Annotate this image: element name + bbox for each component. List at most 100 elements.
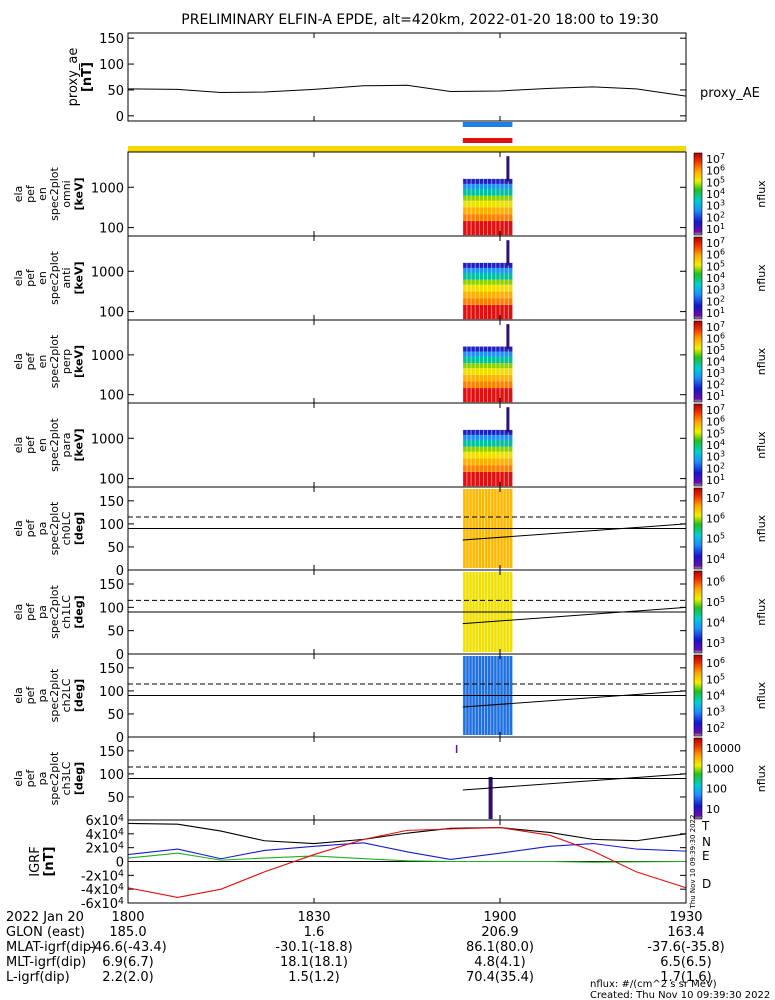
colorbar-tick-label: 101 [706,306,725,320]
igrf-legend-T: T [701,819,710,833]
ylabel-line: pa [36,522,49,536]
footer-value: 1830 [297,910,330,925]
footer-row-label: L-igrf(dip) [6,970,70,985]
colorbar [693,737,703,820]
ylabel-line: ela [12,437,25,454]
colorbar-tick-label: 102 [706,294,725,308]
ylabel-line: pa [36,689,49,703]
footer-value: 1.7(1.6) [660,970,712,985]
igrf-side-label: Thu Nov 10 09:39:30 2022 [689,815,697,910]
pa-tick-label: 0 [116,648,124,663]
colorbar-tick-label: 106 [706,415,725,429]
pa-tick-label: 50 [107,625,124,640]
proxy-ae-tick-label: 0 [116,110,124,125]
pa-tick-label: 150 [99,662,124,677]
pa-tick-label: 150 [99,745,124,760]
colorbar-tick-label: 106 [706,574,725,588]
energy-tick-label: 100 [99,389,124,404]
footer-value: 1930 [669,910,702,925]
colorbar-tick-label: 102 [706,721,725,735]
spectrogram-ylabel: ela pef en spec2plot anti [keV] [12,251,86,305]
energy-tick-label: 1000 [91,265,124,280]
footer-value: -30.1(-18.8) [275,940,352,955]
colorbar-label: nflux [755,431,768,459]
ylabel-line: spec2plot [48,334,61,388]
ylabel-line: ela [12,687,25,704]
footer-value: 70.4(35.4) [466,970,534,985]
colorbar-tick-label: 103 [706,636,725,650]
colorbar-tick-label: 103 [706,199,725,213]
ylabel-line: pef [24,519,37,538]
ylabel-line: omni [60,180,73,207]
ylabel-line: spec2plot [48,585,61,639]
colorbar-tick-label: 106 [706,331,725,345]
colorbar-tick-label: 10000 [706,742,741,755]
ylabel-line: [keV] [72,177,85,210]
spectrogram-frame [127,235,687,321]
spectrogram-ylabel: ela pef pa spec2plot ch3LC [deg] [12,751,86,805]
ylabel-line: ch2LC [60,678,73,712]
igrf-tick-label: -4x104 [81,882,124,898]
colorbar [693,320,703,403]
colorbar [693,152,703,236]
ylabel-line: pef [24,268,37,287]
ylabel-line: [deg] [72,679,85,712]
colorbar [693,236,703,320]
igrf-tick-label: 6x104 [86,813,125,829]
created-timestamp: Created: Thu Nov 10 09:39:30 2022 [590,990,770,1000]
pa-tick-label: 100 [99,518,124,533]
colorbar-label: nflux [755,347,768,375]
colorbar-label: nflux [755,764,768,792]
colorbar-label: nflux [755,514,768,542]
igrf-legend-N: N [702,835,711,849]
colorbar-tick-label: 101 [706,473,725,487]
loss-cone-line [462,523,687,541]
ylabel-line: spec2plot [48,167,61,221]
colorbar-tick-label: 106 [706,511,725,525]
footer-row-label: MLAT-igrf(dip) [6,940,96,955]
ylabel-line: para [60,433,73,458]
footer-value: 1.6 [304,925,325,940]
spectrogram-feature [506,240,510,266]
proxy-ae-tick-label: 100 [99,58,124,73]
ylabel-line: [deg] [72,512,85,545]
colorbar-tick-label: 102 [706,378,725,392]
ylabel-line: ela [12,770,25,787]
footer-value: 86.1(80.0) [466,940,534,955]
colorbar-tick-label: 106 [706,164,725,178]
footer-value: 2.2(2.0) [102,970,154,985]
proxy-ae-tick-label: 50 [107,84,124,99]
energy-tick-label: 1000 [91,181,124,196]
colorbar-tick-label: 102 [706,210,725,224]
energy-tick-label: 1000 [91,432,124,447]
status-bar-red [462,138,513,143]
spectrogram-feature [506,324,510,350]
energy-tick-label: 100 [99,222,124,237]
plot-title: PRELIMINARY ELFIN-A EPDE, alt=420km, 202… [181,12,658,28]
colorbar-tick-label: 103 [706,283,725,297]
colorbar-tick-label: 103 [706,366,725,380]
colorbar-tick-label: 105 [706,343,725,357]
igrf-tick-label: 0 [116,856,124,871]
loss-cone-line [462,690,687,708]
igrf-tick-label: 2x104 [86,841,125,857]
ylabel-line: pef [24,435,37,454]
igrf-line-T [127,822,687,845]
footer-value: 4.8(4.1) [474,955,526,970]
pa-tick-label: 150 [99,495,124,510]
ylabel-line: ch0LC [60,511,73,545]
ylabel-line: proxy_ae [66,48,81,107]
ylabel-line: pef [24,352,37,371]
ylabel-line: [deg] [72,595,85,628]
colorbar-tick-label: 106 [706,656,725,670]
footer-row-label: GLON (east) [6,925,85,940]
ylabel-line: ch3LC [60,761,73,795]
colorbar-label: nflux [755,180,768,208]
pa-tick-label: 50 [107,708,124,723]
pa-tick-label: 100 [99,768,124,783]
colorbar-tick-label: 103 [706,450,725,464]
spectrogram-ylabel: ela pef en spec2plot perp [keV] [12,334,86,388]
pa-tick-label: 100 [99,601,124,616]
colorbar-tick-label: 104 [706,615,725,629]
ylabel-line: en [36,271,49,285]
